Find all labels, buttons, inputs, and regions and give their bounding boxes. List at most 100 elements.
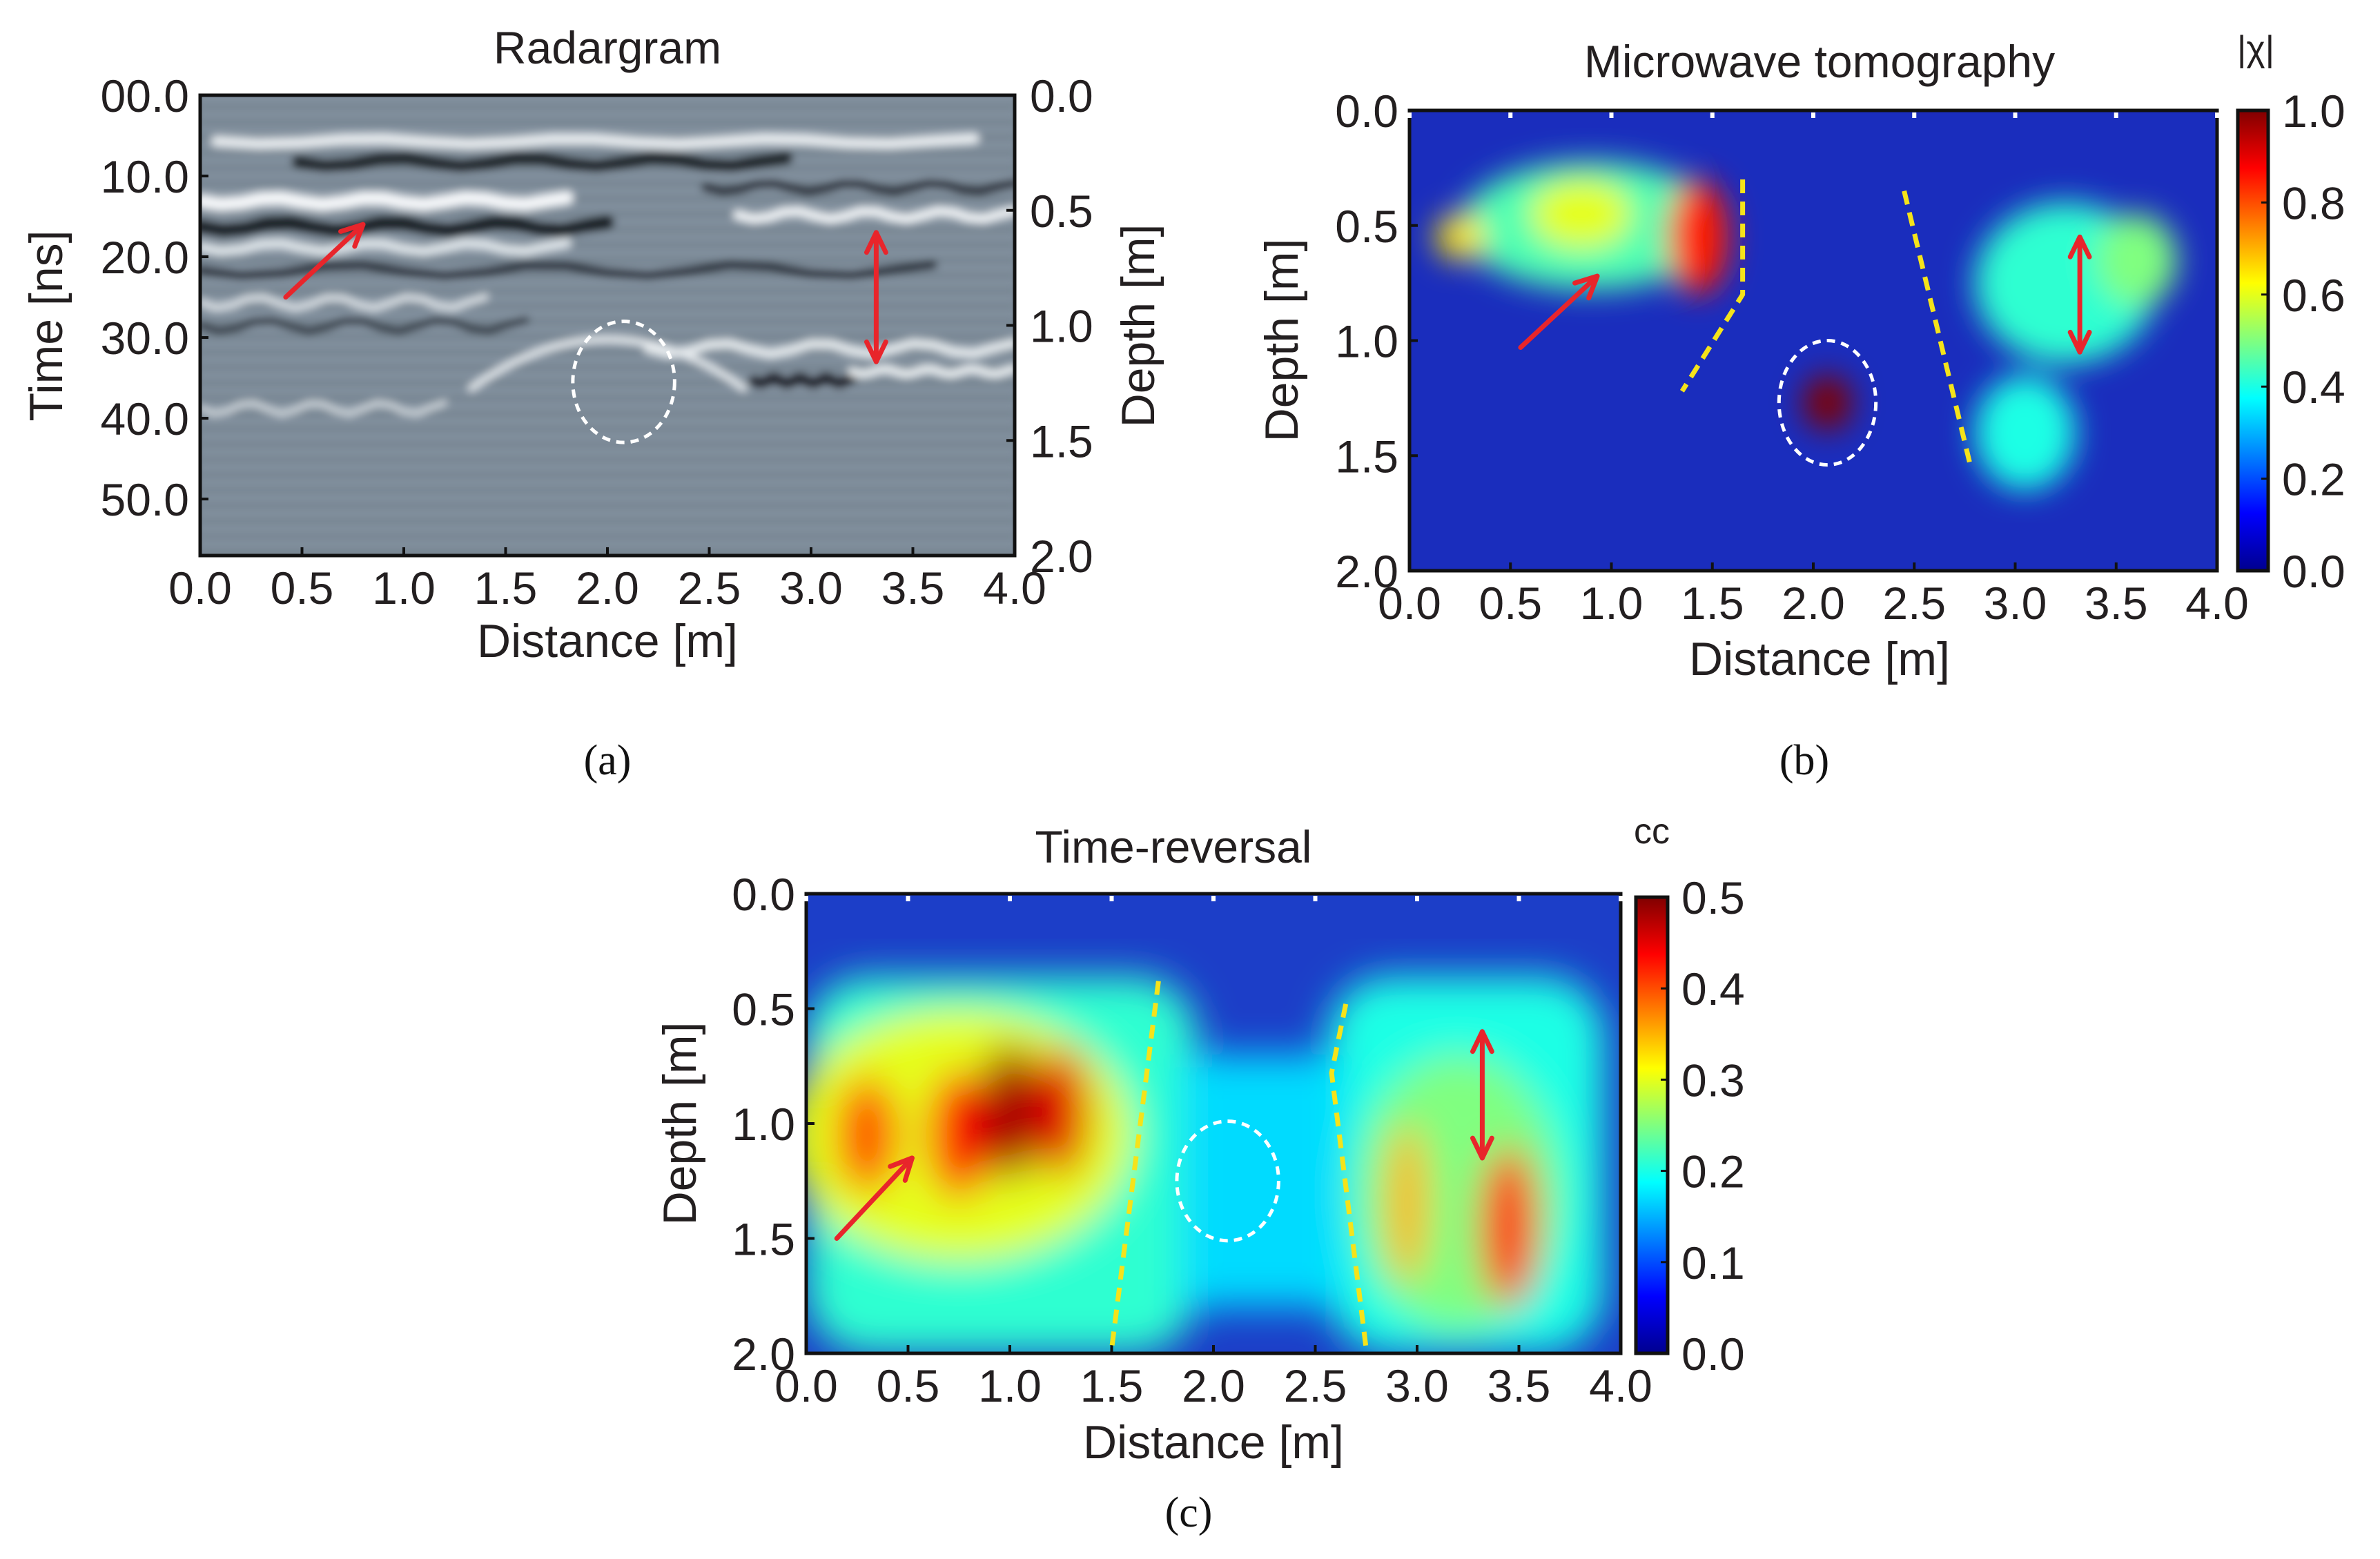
x-tick-label: 2.5 [1882,578,1946,629]
x-tick-label: 1.5 [1681,578,1744,629]
colorbar-tick-label: 1.0 [2282,86,2345,137]
arrow-head [2067,234,2092,259]
reflector-band [701,179,1015,196]
intensity-blob [837,1077,898,1193]
panel-b-colorbar-label: |χ| [2237,29,2274,69]
colorbar-tick-label: 0.0 [1681,1328,1745,1380]
boundary-dashed-line [1679,179,1746,393]
panel-c-title: Time-reversal [1035,821,1312,872]
x-tick-label: 2.0 [1782,578,1845,629]
noise-band [200,433,1015,441]
intensity-blob [1480,1146,1538,1308]
x-tick-label: 1.0 [372,562,436,614]
intensity-blob [979,1043,1041,1181]
reflector-band [643,337,1015,359]
boundary-dashed-line [1329,1003,1369,1349]
top-tick-dot [1415,896,1419,901]
panel-c: Time-reversal 0.0 0.5 1.0 1.5 2.0 2.5 3.0 3.5 4.… [654,812,1745,1536]
reflector-band [200,293,489,312]
y-tick-label: 40.0 [101,393,189,444]
top-tick-dot [1211,896,1216,901]
x-tick-label: 0.0 [1378,578,1441,629]
x-tick-label: 2.0 [576,562,639,614]
x-tick-label: 2.0 [1182,1360,1245,1411]
reflector-band [200,400,447,417]
colorbar-tick-label: 0.5 [1681,872,1745,923]
y-tick-label: 1.5 [732,1214,795,1265]
noise-band [200,310,1015,318]
noise-band [200,286,1015,295]
top-tick-dot [2215,112,2219,118]
reflector-band [748,372,857,390]
intensity-blob [928,1070,990,1199]
panel-b-title: Microwave tomography [1584,36,2055,87]
x-tick-label: 4.0 [1589,1360,1652,1411]
y2-tick-label: 1.0 [1030,301,1093,352]
panel-c-xlabel: Distance [m] [1083,1416,1344,1469]
radargram-image [200,95,1015,556]
noise-band [200,509,1015,518]
intensity-blob [1436,214,1485,260]
noise-band [200,103,1015,111]
noise-band [200,295,1015,303]
arrow-head [864,230,888,255]
noise-band [200,248,1015,257]
panel-c-axes: 0.0 0.5 1.0 1.5 2.0 2.5 3.0 3.5 4.0 0.0 0.5 1.0 1.5 2… [732,869,1652,1411]
y-tick-label: 10.0 [101,151,189,202]
top-tick-dot [1811,112,1815,118]
arrow-head [888,1155,915,1183]
colorbar-tick-label: 0.3 [1681,1055,1745,1106]
panel-c-label: (c) [1165,1489,1213,1536]
panel-c-ylabel: Depth [m] [654,1022,706,1226]
reflector-band [291,151,793,173]
panel-a-ylabel: Time [ns] [20,230,72,421]
y2-tick-label: 1.5 [1030,415,1093,467]
panel-b-annotations [1518,179,2092,468]
x-tick-label: 0.5 [877,1360,940,1411]
x-tick-label: 3.5 [2085,578,2148,629]
halo-middle [1180,1055,1344,1308]
colorbar-tick-label: 0.2 [1681,1146,1745,1197]
y-tick-label: 2.0 [732,1328,795,1380]
panel-b-colorbar [2236,108,2270,573]
colorbar-tick-label: 0.4 [2282,362,2345,413]
arrow-head [1470,1029,1494,1055]
top-tick-dot [1508,112,1513,118]
noise-band [200,302,1015,311]
noise-band [200,409,1015,418]
noise-band [200,386,1015,395]
noise-band [200,364,1015,372]
x-tick-label: 4.0 [983,562,1046,614]
colorbar-tick-label: 0.1 [1681,1237,1745,1288]
top-tick-dot [2114,112,2118,118]
panel-c-colorbar [1634,895,1670,1355]
top-tick-dot [906,896,910,901]
red-arrow [834,1155,915,1241]
x-tick-label: 1.0 [1580,578,1643,629]
panel-b-label: (b) [1779,737,1829,784]
noise-band [200,394,1015,402]
noise-band [200,325,1015,333]
noise-band [200,279,1015,287]
noise-band [200,179,1015,188]
target-circle [1175,1119,1280,1243]
noise-band [200,95,1015,104]
y-tick-label: 2.0 [1335,546,1398,597]
intensity-blob [1668,179,1729,295]
x-tick-label: 0.0 [168,562,232,614]
noise-band [200,202,1015,210]
y-tick-label: 20.0 [101,232,189,283]
top-tick-dot [1912,112,1917,118]
x-tick-label: 2.5 [678,562,741,614]
top-tick-dot [1619,896,1623,901]
red-arrow [1518,273,1600,351]
x-tick-label: 3.5 [881,562,945,614]
panel-b-axes: 0.0 0.5 1.0 1.5 2.0 2.5 3.0 3.5 4.0 0.0 0.5 1.0 1.5 2… [1335,86,2249,629]
noise-band [200,126,1015,134]
colorbar-tick-label: 0.8 [2282,177,2345,228]
intensity-blob [1975,375,2076,491]
y-tick-label: 00.0 [101,70,189,121]
reflector-band [200,260,937,280]
colorbar-tick-label: 0.6 [2282,270,2345,321]
panel-a-annotations [283,222,888,444]
